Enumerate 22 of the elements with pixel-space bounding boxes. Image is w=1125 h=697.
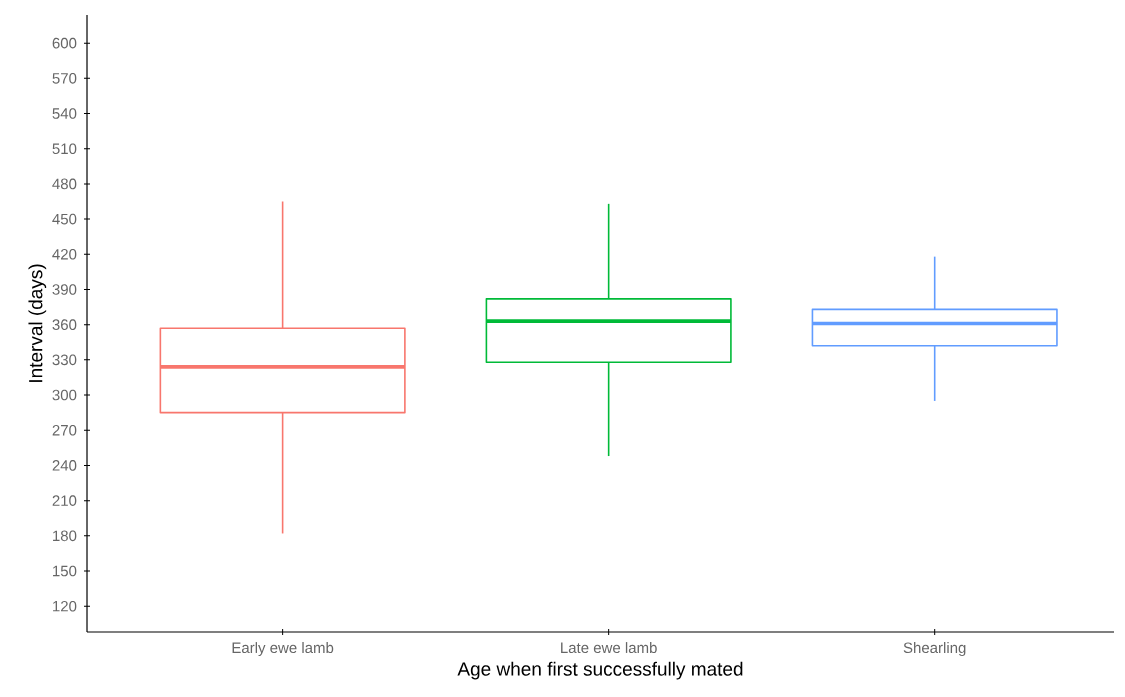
- y-tick-label: 420: [52, 248, 77, 260]
- y-tick-label: 270: [52, 424, 77, 436]
- x-tick-label: Early ewe lamb: [232, 642, 334, 657]
- y-tick-label: 390: [52, 284, 77, 295]
- y-tick-label: 330: [52, 354, 77, 366]
- y-tick-label: 570: [52, 73, 77, 84]
- y-tick-label: 450: [52, 213, 77, 225]
- y-tick-label: 510: [52, 143, 77, 155]
- y-tick-label: 300: [52, 389, 77, 401]
- y-tick-label: 540: [52, 108, 77, 119]
- y-axis-title: Interval (days): [28, 264, 47, 382]
- y-tick-label: 120: [53, 600, 77, 612]
- y-tick-label: 210: [52, 495, 77, 506]
- y-tick-label: 600: [52, 37, 77, 49]
- y-tick-label: 360: [52, 319, 77, 330]
- x-tick-label: Late ewe lamb: [561, 642, 657, 654]
- y-tick-label: 240: [52, 460, 77, 471]
- y-tick-label: 480: [52, 178, 77, 190]
- x-axis-title: Age when first successfully mated: [457, 661, 743, 680]
- y-tick-label: 150: [53, 565, 77, 577]
- x-tick-label: Shearling: [903, 642, 966, 657]
- y-tick-label: 180: [53, 530, 77, 542]
